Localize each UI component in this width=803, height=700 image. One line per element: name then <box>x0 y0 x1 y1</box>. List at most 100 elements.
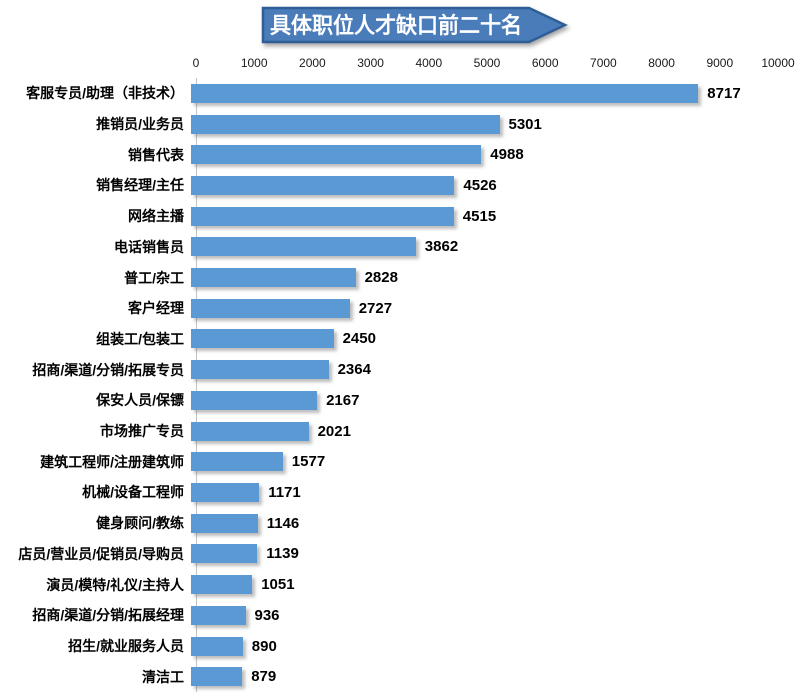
bar-row: 健身顾问/教练 1146 <box>0 508 803 539</box>
category-label: 销售经理/主任 <box>96 177 184 194</box>
value-label: 1171 <box>268 483 301 501</box>
bar-track: 4515 <box>191 206 773 226</box>
bar-row: 普工/杂工 2828 <box>0 262 803 293</box>
x-tick-label: 9000 <box>706 56 734 70</box>
category-label: 机械/设备工程师 <box>82 484 184 501</box>
bar[interactable] <box>191 605 246 625</box>
bar[interactable] <box>191 390 318 410</box>
category-label: 店员/营业员/促销员/导购员 <box>18 545 184 562</box>
bar[interactable] <box>191 544 258 564</box>
category-label: 市场推广专员 <box>100 423 184 440</box>
bar-row: 市场推广专员 2021 <box>0 416 803 447</box>
bar-track: 1577 <box>191 452 773 472</box>
category-label: 组装工/包装工 <box>96 330 184 347</box>
bar-track: 2828 <box>191 268 773 288</box>
value-label: 5301 <box>508 115 542 133</box>
value-label: 1139 <box>266 545 299 563</box>
category-label: 客户经理 <box>128 300 184 317</box>
value-label: 2364 <box>337 361 371 379</box>
chart-title: 具体职位人才缺口前二十名 <box>270 13 522 38</box>
bar[interactable] <box>191 513 258 533</box>
bar[interactable] <box>191 237 416 257</box>
value-label: 2167 <box>326 391 360 409</box>
value-label: 4515 <box>462 207 497 225</box>
x-tick-label: 4000 <box>415 56 443 70</box>
category-label: 清洁工 <box>142 668 184 685</box>
bar-row: 销售代表 4988 <box>0 139 803 170</box>
category-label: 建筑工程师/注册建筑师 <box>40 453 184 470</box>
bar[interactable] <box>191 452 283 472</box>
bar-row: 推销员/业务员 5301 <box>0 109 803 140</box>
bar-track: 1171 <box>191 482 773 502</box>
bar-track: 3862 <box>191 237 773 257</box>
value-label: 2021 <box>317 422 351 440</box>
bar-row: 演员/模特/礼仪/主持人 1051 <box>0 569 803 600</box>
value-label: 879 <box>251 668 277 686</box>
bar-track: 1051 <box>191 575 773 595</box>
bar[interactable] <box>191 329 334 349</box>
category-label: 保安人员/保镖 <box>96 392 184 409</box>
bar-track: 2167 <box>191 390 773 410</box>
bar[interactable] <box>191 175 455 195</box>
bar[interactable] <box>191 114 500 134</box>
bar[interactable] <box>191 575 253 595</box>
category-label: 电话销售员 <box>114 238 184 255</box>
bar-row: 招生/就业服务人员 890 <box>0 631 803 662</box>
category-label: 招商/渠道/分销/拓展专员 <box>32 361 184 378</box>
y-axis-line <box>196 78 197 692</box>
value-label: 1146 <box>266 514 300 532</box>
x-tick-label: 0 <box>192 56 200 70</box>
category-label: 网络主播 <box>128 208 184 225</box>
value-label: 2828 <box>364 269 398 287</box>
title-banner: 具体职位人才缺口前二十名 <box>261 6 568 44</box>
x-tick-label: 2000 <box>299 56 326 70</box>
x-tick-label: 5000 <box>473 56 501 70</box>
value-label: 8717 <box>707 84 741 102</box>
category-label: 健身顾问/教练 <box>96 515 184 532</box>
category-label: 销售代表 <box>128 146 184 163</box>
category-label: 招生/就业服务人员 <box>68 638 184 654</box>
value-label: 890 <box>251 637 277 655</box>
bar-row: 电话销售员 3862 <box>0 232 803 263</box>
value-label: 1051 <box>261 576 295 594</box>
bar[interactable] <box>191 298 350 318</box>
bar[interactable] <box>191 360 329 380</box>
bar[interactable] <box>191 145 482 165</box>
bar[interactable] <box>191 268 356 288</box>
value-label: 4526 <box>463 176 497 194</box>
bar-track: 2450 <box>191 329 773 349</box>
bar-row: 客服专员/助理（非技术） 8717 <box>0 78 803 109</box>
x-axis: 0 1000 2000 3000 4000 5000 6000 7000 8000 9000 100… <box>0 56 803 74</box>
x-tick-label: 10000 <box>761 56 795 70</box>
bar-track: 2364 <box>191 360 773 380</box>
bar-row: 招商/渠道/分销/拓展经理 936 <box>0 600 803 631</box>
plot-area: 客服专员/助理（非技术） 8717 推销员/业务员 5301 销售代表 4988 销售经理/… <box>0 78 803 692</box>
bar[interactable] <box>191 83 699 103</box>
banner-shape <box>261 6 568 44</box>
bar[interactable] <box>191 206 454 226</box>
bar-track: 2727 <box>191 298 773 318</box>
bar-track: 2021 <box>191 421 773 441</box>
category-label: 演员/模特/礼仪/主持人 <box>46 576 184 593</box>
bar-track: 4526 <box>191 175 773 195</box>
bar[interactable] <box>191 667 243 687</box>
bar-track: 890 <box>191 636 773 656</box>
bar-row: 客户经理 2727 <box>0 293 803 324</box>
category-label: 推销员/业务员 <box>96 116 184 133</box>
x-tick-label: 3000 <box>357 56 384 70</box>
value-label: 936 <box>254 606 280 624</box>
bar-track: 879 <box>191 667 773 687</box>
bar-row: 保安人员/保镖 2167 <box>0 385 803 416</box>
bar-row: 网络主播 4515 <box>0 201 803 232</box>
bar[interactable] <box>191 636 243 656</box>
bar[interactable] <box>191 482 260 502</box>
bar-track: 1139 <box>191 544 773 564</box>
value-label: 2727 <box>358 299 393 317</box>
value-label: 3862 <box>424 238 459 256</box>
category-label: 招商/渠道/分销/拓展经理 <box>32 607 184 624</box>
bar[interactable] <box>191 421 309 441</box>
x-tick-label: 1000 <box>240 56 268 70</box>
bar-track: 1146 <box>191 513 773 533</box>
value-label: 1577 <box>291 453 326 471</box>
bar-row: 招商/渠道/分销/拓展专员 2364 <box>0 354 803 385</box>
